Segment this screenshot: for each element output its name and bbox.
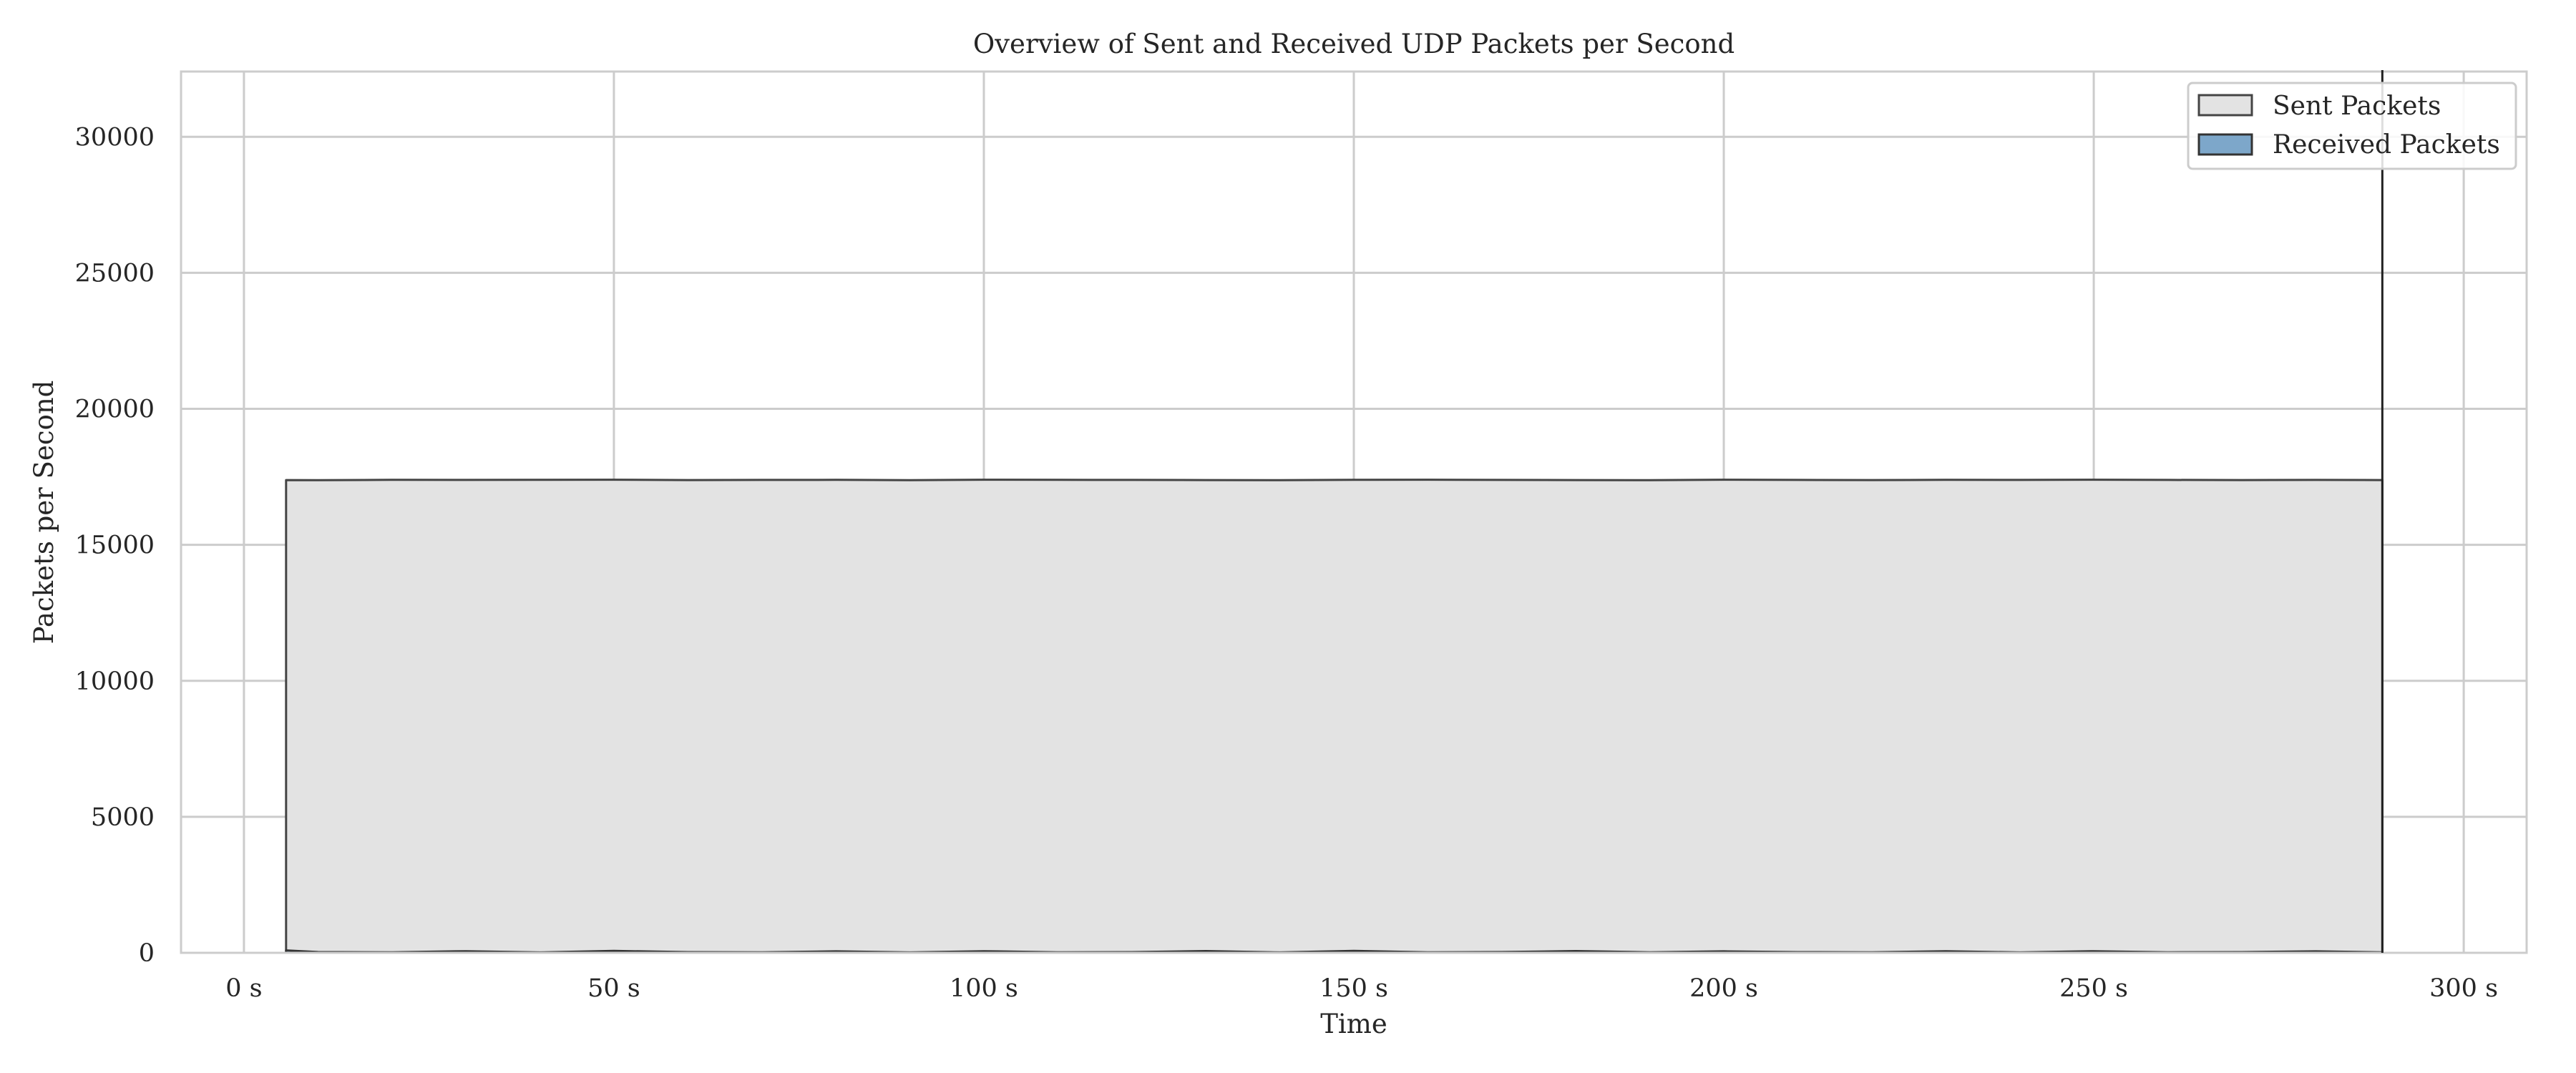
sent-packets-area: [285, 479, 2384, 954]
legend-label-received: Received Packets: [2273, 130, 2500, 160]
y-tick-label: 10000: [75, 667, 155, 696]
x-tick-label: 250 s: [2059, 974, 2128, 1003]
x-tick-label: 100 s: [950, 974, 1018, 1003]
x-tick-label: 300 s: [2429, 974, 2498, 1003]
x-tick-label: 200 s: [1689, 974, 1758, 1003]
legend-swatch-received: [2197, 133, 2253, 156]
x-axis-ticks: 0 s 50 s 100 s 150 s 200 s 250 s 300 s: [225, 974, 2498, 1003]
y-tick-label: 25000: [75, 259, 155, 288]
plot-areas: [285, 479, 2384, 954]
y-tick-label: 30000: [75, 123, 155, 152]
y-axis-ticks: 0 5000 10000 15000 20000 25000 30000: [75, 123, 155, 968]
chart-title: Overview of Sent and Received UDP Packet…: [973, 29, 1735, 59]
y-tick-label: 5000: [91, 803, 155, 832]
legend-box: [2187, 82, 2517, 170]
legend: Sent Packets Received Packets: [2187, 82, 2517, 170]
y-tick-label: 15000: [75, 531, 155, 560]
legend-label-sent: Sent Packets: [2273, 92, 2441, 121]
y-tick-label: 20000: [75, 396, 155, 424]
plot-frame: [180, 70, 2528, 954]
x-tick-label: 0 s: [225, 974, 262, 1003]
y-axis-label: Packets per Second: [29, 381, 59, 645]
x-tick-label: 50 s: [587, 974, 640, 1003]
legend-swatch-sent: [2197, 94, 2253, 117]
y-tick-label: 0: [139, 939, 155, 968]
x-tick-label: 150 s: [1319, 974, 1388, 1003]
x-axis-label: Time: [1320, 1009, 1387, 1039]
